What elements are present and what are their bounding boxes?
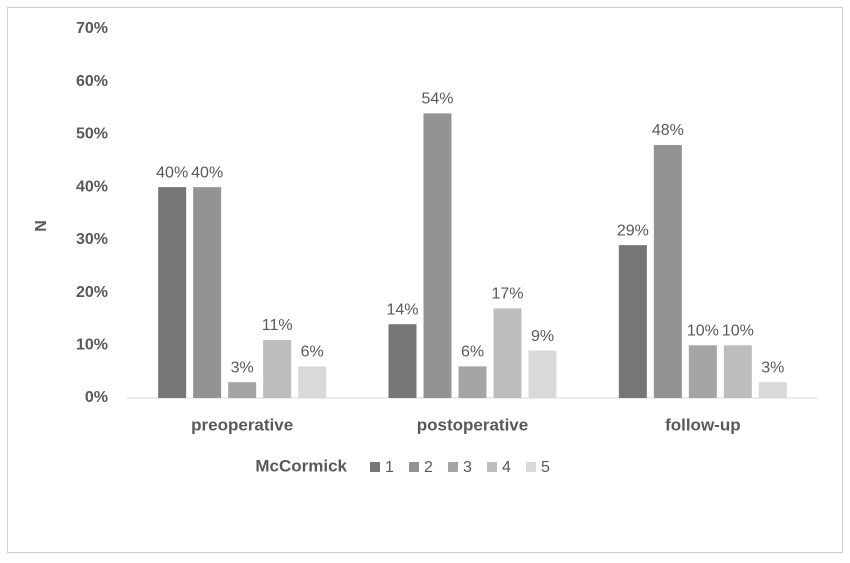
legend-label: 1: [385, 459, 394, 476]
value-label: 3%: [761, 359, 784, 376]
legend-title: McCormick: [255, 456, 347, 475]
value-label: 40%: [156, 164, 188, 181]
bar: [653, 144, 682, 398]
bar: [493, 308, 522, 398]
y-axis-label: N: [33, 220, 50, 232]
bar: [688, 345, 717, 398]
y-tick-label: 40%: [76, 178, 108, 195]
y-tick-label: 20%: [76, 284, 108, 301]
value-label: 40%: [191, 164, 223, 181]
bar: [228, 382, 257, 398]
legend-swatch: [487, 462, 497, 472]
value-label: 11%: [262, 317, 293, 334]
legend-label: 4: [502, 459, 511, 476]
y-tick-label: 60%: [76, 73, 108, 90]
y-tick-label: 70%: [76, 20, 108, 37]
bar: [423, 113, 452, 398]
value-label: 29%: [617, 222, 649, 239]
legend-swatch: [370, 462, 380, 472]
legend-label: 2: [424, 459, 433, 476]
y-tick-label: 10%: [76, 337, 108, 354]
legend-swatch: [448, 462, 458, 472]
bar: [723, 345, 752, 398]
bar: [528, 350, 557, 398]
bar: [298, 366, 327, 398]
legend-swatch: [526, 462, 536, 472]
legend-label: 5: [541, 459, 550, 476]
bar: [193, 187, 222, 398]
value-label: 9%: [531, 328, 554, 345]
value-label: 10%: [687, 323, 719, 340]
bar: [388, 324, 417, 398]
bar: [458, 366, 487, 398]
y-tick-label: 50%: [76, 126, 108, 143]
y-tick-label: 30%: [76, 231, 108, 248]
legend-label: 3: [463, 459, 472, 476]
bar: [758, 382, 787, 398]
bar: [618, 245, 647, 398]
value-label: 54%: [421, 91, 453, 108]
y-tick-label: 0%: [85, 389, 108, 406]
bar: [263, 340, 292, 398]
value-label: 48%: [652, 122, 684, 139]
value-label: 3%: [231, 359, 254, 376]
x-tick-label: follow-up: [665, 415, 741, 434]
x-tick-label: preoperative: [191, 415, 293, 434]
value-label: 14%: [386, 301, 418, 318]
value-label: 6%: [461, 344, 484, 361]
value-label: 17%: [491, 286, 523, 303]
bar: [158, 187, 187, 398]
value-label: 6%: [301, 344, 324, 361]
x-tick-label: postoperative: [417, 415, 528, 434]
legend-swatch: [409, 462, 419, 472]
value-label: 10%: [722, 323, 754, 340]
